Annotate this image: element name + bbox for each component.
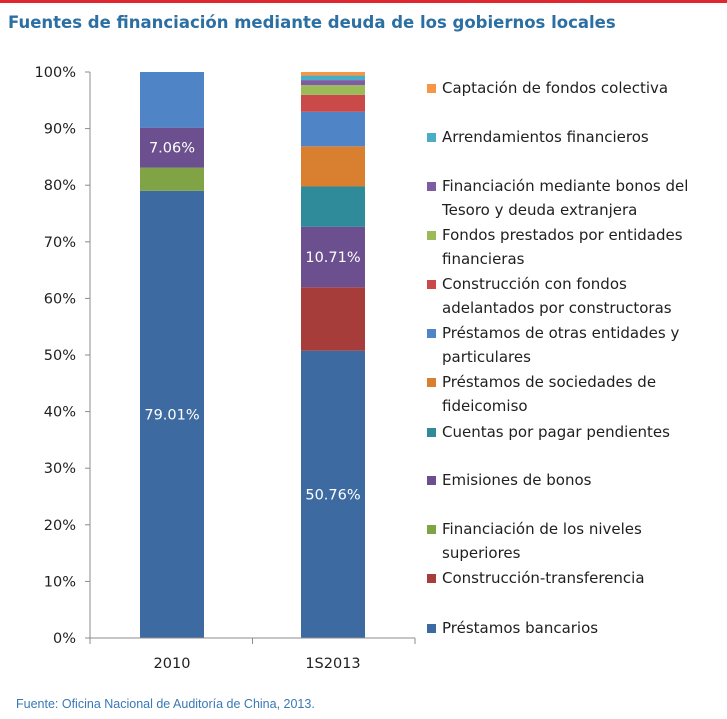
legend-swatch (427, 329, 436, 338)
data-label: 7.06% (149, 141, 195, 157)
y-tick-label: 30% (44, 461, 76, 477)
bar-segment (140, 167, 204, 191)
y-tick-label: 80% (44, 178, 76, 194)
bar-segment (301, 72, 365, 76)
bar-segment (301, 75, 365, 81)
bar-segment (301, 146, 365, 187)
y-tick-label: 10% (44, 574, 76, 590)
legend-swatch (427, 378, 436, 387)
data-label: 10.71% (305, 250, 360, 266)
legend-label: Construcción-transferencia (442, 569, 645, 587)
x-tick-label: 1S2013 (305, 656, 360, 672)
bar-segment (301, 80, 365, 86)
bar-segment (301, 94, 365, 112)
data-label: 50.76% (305, 487, 360, 503)
bar-segment (301, 186, 365, 227)
legend-label: Cuentas por pagar pendientes (442, 423, 670, 441)
legend-label: Financiación mediante bonos del Tesoro y… (442, 177, 689, 219)
bar-segment (301, 111, 365, 147)
legend-label: Construcción con fondos adelantados por … (442, 275, 672, 317)
bar-segment (301, 85, 365, 95)
legend-swatch (427, 624, 436, 633)
legend-swatch (427, 133, 436, 142)
legend-swatch (427, 476, 436, 485)
legend-swatch (427, 231, 436, 240)
legend-swatch (427, 525, 436, 534)
y-tick-label: 100% (35, 65, 76, 81)
y-tick-label: 50% (44, 348, 76, 364)
legend-label: Fondos prestados por entidades financier… (442, 226, 683, 268)
legend-label: Financiación de los niveles superiores (442, 520, 642, 562)
legend-swatch (427, 182, 436, 191)
bar-segment (140, 72, 204, 128)
bar-segment (140, 127, 204, 168)
y-tick-label: 20% (44, 518, 76, 534)
legend-label: Captación de fondos colectiva (442, 79, 669, 97)
legend-swatch (427, 428, 436, 437)
bar-segment (301, 226, 365, 288)
legend-label: Préstamos de otras entidades y particula… (442, 324, 680, 366)
bar-segment (140, 190, 204, 638)
legend-swatch (427, 574, 436, 583)
legend-swatch (427, 280, 436, 289)
legend-label: Emisiones de bonos (442, 471, 592, 489)
legend-label: Préstamos bancarios (442, 619, 599, 637)
bars-group (140, 72, 365, 638)
axes-group: 0% 10% 20% 30% 40% 50% 60% 70% 80% 90% 100% 2010 1S2… (35, 65, 416, 672)
y-tick-label: 60% (44, 291, 76, 307)
legend-label: Arrendamientos financieros (442, 128, 649, 146)
y-tick-label: 0% (53, 631, 76, 647)
y-tick-label: 90% (44, 122, 76, 138)
data-label: 79.01% (144, 407, 199, 423)
y-tick-label: 70% (44, 235, 76, 251)
labels-group: 79.01% 7.06% 50.76% 10.71% (144, 141, 360, 504)
x-tick-label: 2010 (154, 656, 191, 672)
source-note: Fuente: Oficina Nacional de Auditoría de… (16, 697, 315, 711)
y-tick-label: 40% (44, 405, 76, 421)
legend-swatch (427, 84, 436, 93)
bar-segment (301, 287, 365, 351)
legend-label: Préstamos de sociedades de fideicomiso (442, 373, 657, 415)
chart-title: Fuentes de financiación mediante deuda d… (8, 13, 616, 32)
bar-segment (301, 350, 365, 638)
top-rule (0, 0, 727, 3)
